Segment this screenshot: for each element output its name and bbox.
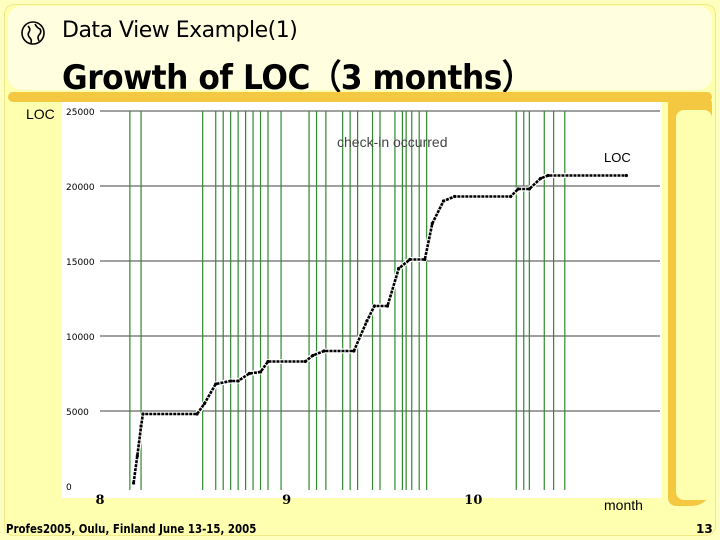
loc-data-point: [372, 304, 376, 308]
loc-data-point: [397, 266, 401, 271]
x-axis-label: month: [604, 497, 643, 513]
y-tick-label: 5000: [66, 408, 89, 418]
accent-bar-top: [8, 92, 712, 102]
x-tick-label: 10: [464, 493, 482, 508]
loc-data-point: [408, 257, 412, 262]
loc-data-point: [538, 176, 543, 181]
globe-icon: [21, 21, 45, 45]
loc-data-point: [322, 349, 326, 353]
page-number: 13: [696, 522, 713, 536]
accent-bar-right-inner: [676, 110, 712, 500]
y-tick-label: 0: [66, 483, 72, 493]
loc-data-point: [132, 481, 136, 485]
loc-data-point: [527, 187, 531, 191]
loc-data-point: [352, 349, 356, 353]
loc-data-point: [453, 194, 457, 199]
x-tick-label: 8: [95, 493, 104, 508]
loc-data-point: [214, 382, 218, 386]
loc-data-point: [247, 371, 251, 376]
loc-data-point: [266, 359, 270, 364]
loc-data-point: [365, 319, 369, 323]
x-tick-label: 9: [282, 493, 291, 508]
y-axis-label: LOC: [26, 106, 55, 122]
loc-data-point: [195, 412, 199, 416]
loc-data-point: [441, 199, 446, 203]
loc-series-annotation: LOC: [604, 150, 631, 165]
y-tick-label: 20000: [66, 183, 95, 193]
slide-title: Growth of LOC（3 months）: [62, 58, 533, 98]
loc-data-point: [385, 304, 390, 308]
loc-data-point: [202, 401, 207, 406]
loc-data-point: [135, 454, 139, 458]
header-band: [8, 6, 712, 90]
loc-data-point: [236, 379, 240, 383]
footer-text: Profes2005, Oulu, Finland June 13-15, 20…: [6, 522, 257, 536]
y-tick-label: 10000: [66, 333, 95, 343]
loc-data-point: [516, 187, 520, 191]
loc-data-point: [258, 370, 263, 374]
loc-data-point: [229, 379, 233, 383]
loc-data-point: [509, 194, 513, 199]
loc-data-point: [303, 359, 307, 364]
loc-data-point: [141, 412, 145, 416]
slide-subtitle: Data View Example(1): [62, 18, 298, 43]
chart-panel: [62, 102, 662, 498]
y-tick-label: 25000: [66, 108, 95, 118]
loc-data-point: [311, 353, 315, 358]
loc-data-point: [139, 424, 143, 428]
loc-data-point: [423, 257, 427, 262]
loc-data-point: [430, 221, 434, 226]
loc-data-point: [546, 173, 550, 178]
checkin-annotation: check-in occurred: [337, 134, 448, 150]
loc-data-point: [624, 173, 629, 178]
y-tick-label: 15000: [66, 258, 95, 268]
